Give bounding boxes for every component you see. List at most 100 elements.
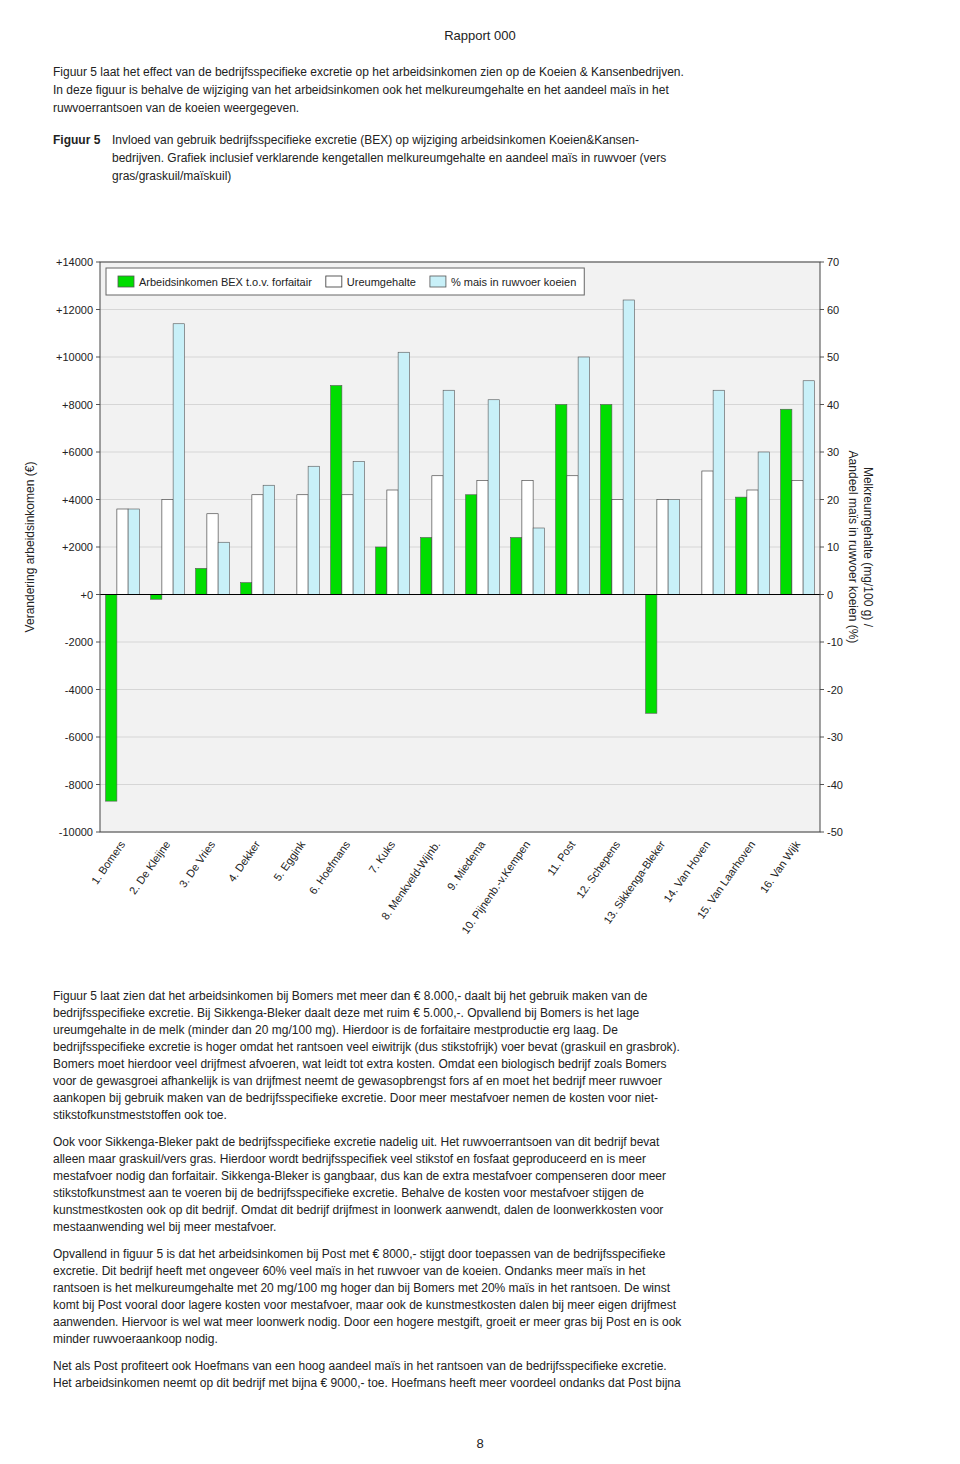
y-tick-label: -8000 (65, 779, 93, 791)
y2-tick-label: 0 (827, 589, 833, 601)
page-background (0, 0, 960, 1464)
x-tick-label: 4. Dekker (225, 838, 262, 884)
bar (657, 500, 668, 595)
bar (263, 485, 274, 594)
bar (331, 386, 342, 595)
bar (567, 476, 578, 595)
bar (376, 547, 387, 595)
x-tick-label: 1. Bomers (89, 838, 128, 886)
y-tick (96, 737, 100, 738)
bar (747, 490, 758, 595)
bar (432, 476, 443, 595)
bar (353, 462, 364, 595)
body-text: Bomers moet hierdoor veel drijfmest afvo… (53, 1057, 667, 1071)
y2-tick-label: 30 (827, 446, 839, 458)
x-tick-label: 7. Kuks (366, 838, 397, 875)
bar (398, 352, 409, 594)
bar (736, 497, 747, 594)
y2-tick (820, 499, 824, 500)
y-tick (96, 547, 100, 548)
y2-tick-label: 20 (827, 494, 839, 506)
body-text: Het arbeidsinkomen neemt op dit bedrijf … (53, 1376, 681, 1390)
x-tick-label: 6. Hoefmans (307, 838, 353, 896)
caption-label: Figuur 5 (53, 133, 101, 147)
bar (623, 300, 634, 595)
plot-background (100, 262, 820, 832)
y2-tick (820, 642, 824, 643)
legend-label: Arbeidsinkomen BEX t.o.v. forfaitair (139, 276, 312, 288)
grid-line (100, 404, 820, 405)
caption-text: gras/graskuil/maïskuil) (112, 169, 231, 183)
bar (443, 390, 454, 594)
body-text: Figuur 5 laat zien dat het arbeidsinkome… (53, 989, 648, 1003)
page: Rapport 000Figuur 5 laat het effect van … (0, 0, 960, 1464)
bar (601, 405, 612, 595)
body-text: Ook voor Sikkenga-Bleker pakt de bedrijf… (53, 1135, 660, 1149)
y-tick (96, 499, 100, 500)
y-tick-label: -4000 (65, 684, 93, 696)
body-text: excretie. Dit bedrijf heeft met ongeveer… (53, 1264, 646, 1278)
grid-line (100, 737, 820, 738)
bar (612, 500, 623, 595)
legend-swatch (430, 276, 446, 287)
body-text: minder ruwvoeraankoop nodig. (53, 1332, 218, 1346)
bar (421, 538, 432, 595)
x-tick-label: 9. Miedema (444, 838, 487, 893)
bar (556, 405, 567, 595)
bar (162, 500, 173, 595)
body-text: alleen maar graskuil/vers gras. Hierdoor… (53, 1152, 646, 1166)
bar (803, 381, 814, 595)
bar (533, 528, 544, 595)
grid-line (100, 357, 820, 358)
y2-axis-title: Melkreumgehalte (mg/100 g) /Aandeel maïs… (846, 451, 875, 644)
x-tick-label: 3. De Vries (176, 838, 217, 890)
y-tick (96, 452, 100, 453)
y2-tick (820, 262, 824, 263)
bar (297, 495, 308, 595)
body-text: kunstmestkosten ook op dit bedrijf. Omda… (53, 1203, 663, 1217)
legend-swatch (326, 276, 342, 287)
bar (781, 409, 792, 594)
bar (477, 481, 488, 595)
body-text: Opvallend in figuur 5 is dat het arbeids… (53, 1247, 666, 1261)
bar (522, 481, 533, 595)
body-text: voor de gewasgroei afhankelijk is van dr… (53, 1074, 662, 1088)
axes: -10000-8000-6000-4000-2000+0+2000+4000+6… (56, 256, 843, 838)
x-tick-label: 13. Sikkenga-Bleker (601, 838, 667, 926)
y-tick-label: +0 (80, 589, 93, 601)
y2-tick (820, 832, 824, 833)
body-text: stikstofkunstmeststoffen ook toe. (53, 1108, 227, 1122)
y-axis-title: Verandering arbeidsinkomen (€) (23, 462, 37, 633)
x-tick-label: 15. Van Laarhoven (695, 838, 758, 920)
body-text: bedrijfsspecifieke excretie. Bij Sikkeng… (53, 1006, 640, 1020)
body-text: komt bij Post vooral door lagere kosten … (53, 1298, 677, 1312)
y2-tick (820, 737, 824, 738)
y2-axis-title-line: Aandeel maïs in ruwvoer koeien (%) (846, 451, 860, 644)
body-text: mestafvoer nodig dan forfaitair. Sikkeng… (53, 1169, 666, 1183)
y-tick-label: -2000 (65, 636, 93, 648)
y2-tick-label: 40 (827, 399, 839, 411)
y-tick (96, 357, 100, 358)
bar (488, 400, 499, 595)
bar (387, 490, 398, 595)
y2-axis-title-line: Melkreumgehalte (mg/100 g) / (861, 467, 875, 628)
body-text: ureumgehalte in de melk (minder dan 20 m… (53, 1023, 618, 1037)
y2-tick-label: -30 (827, 731, 843, 743)
body-text: stikstofkunstmest aan te voeren bij de b… (53, 1186, 644, 1200)
y2-tick (820, 404, 824, 405)
body-text: aanwenden. Hiervoor is wel wat meer loon… (53, 1315, 682, 1329)
y-tick-label: +12000 (56, 304, 93, 316)
x-tick-label: 16. Van Wijk (758, 838, 803, 895)
bar (792, 481, 803, 595)
y-tick-label: +10000 (56, 351, 93, 363)
legend-label: Ureumgehalte (347, 276, 416, 288)
y2-tick-label: 70 (827, 256, 839, 268)
legend: Arbeidsinkomen BEX t.o.v. forfaitair Ureu… (106, 268, 584, 295)
x-tick-label: 14. Van Hoven (661, 838, 712, 904)
page-number: 8 (476, 1436, 483, 1451)
x-tick-label: 5. Eggink (271, 838, 307, 883)
grid-line (100, 689, 820, 690)
body-text: rantsoen is het melkureumgehalte met 20 … (53, 1281, 671, 1295)
bar (117, 509, 128, 595)
y2-tick (820, 357, 824, 358)
